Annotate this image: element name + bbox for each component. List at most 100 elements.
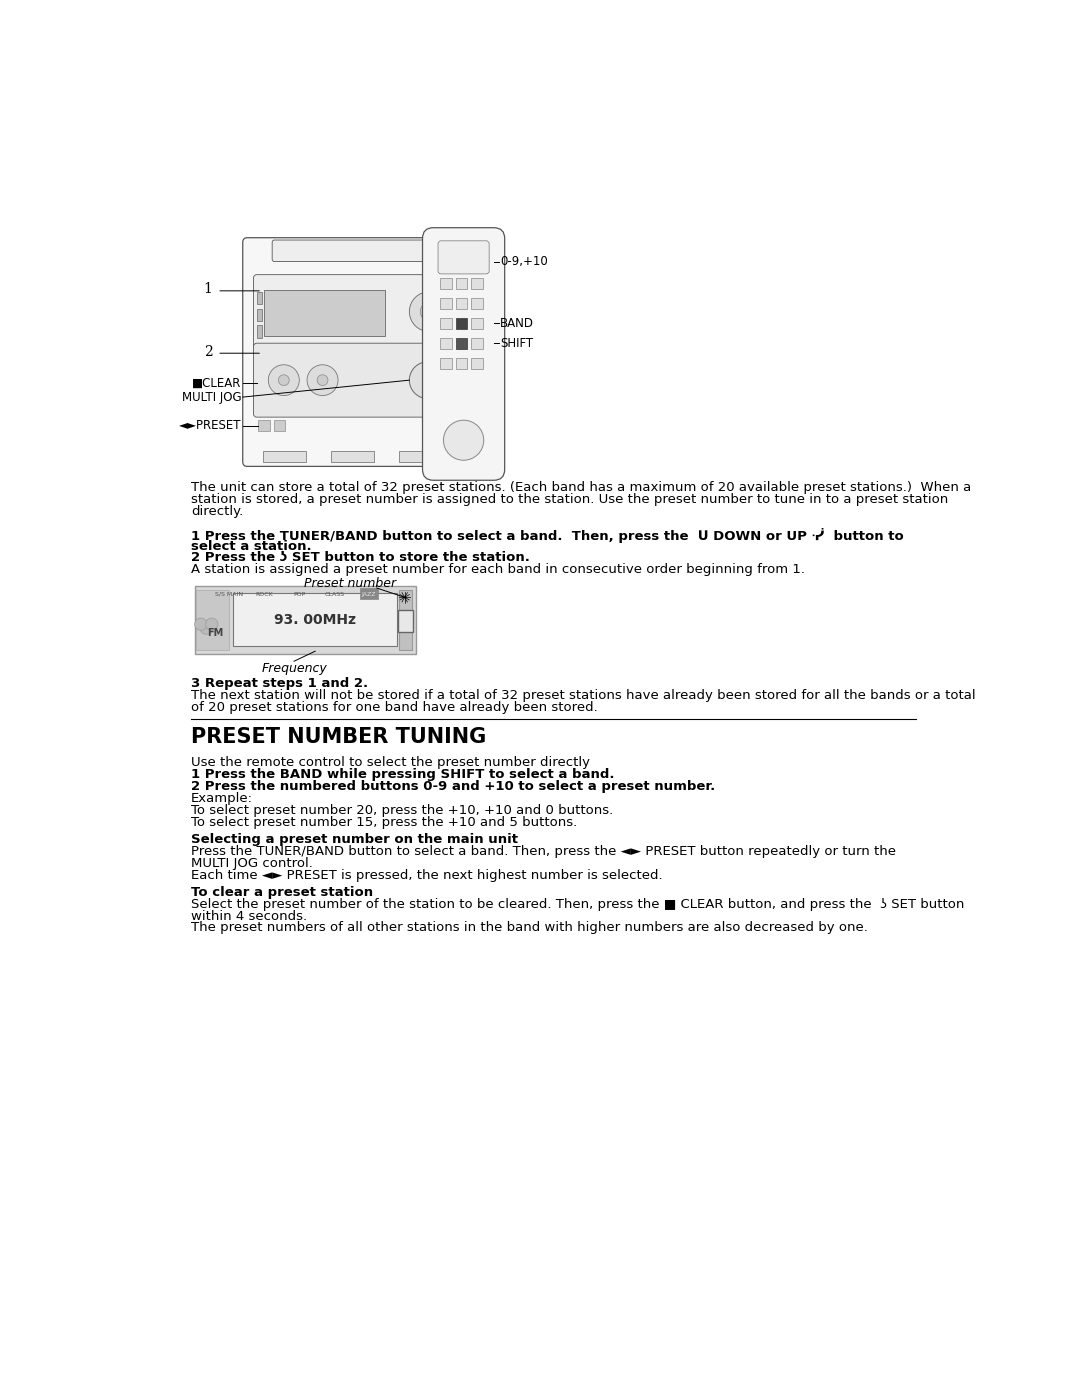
Text: 93. 00MHz: 93. 00MHz: [274, 613, 356, 627]
FancyBboxPatch shape: [272, 240, 435, 261]
Bar: [441, 278, 451, 289]
Bar: [257, 309, 262, 321]
Text: A station is assigned a preset number for each band in consecutive order beginni: A station is assigned a preset number fo…: [191, 563, 805, 577]
Bar: [441, 338, 451, 349]
Text: select a station.: select a station.: [191, 539, 311, 553]
Text: CLASS: CLASS: [324, 592, 345, 597]
Text: BAND: BAND: [500, 317, 534, 330]
Text: 3 Repeat steps 1 and 2.: 3 Repeat steps 1 and 2.: [191, 678, 368, 690]
Text: Selecting a preset number on the main unit: Selecting a preset number on the main un…: [191, 833, 517, 847]
Bar: [273, 420, 285, 432]
Circle shape: [205, 617, 218, 630]
Text: ◄►PRESET: ◄►PRESET: [178, 419, 241, 432]
Text: The next station will not be stored if a total of 32 preset stations have alread: The next station will not be stored if a…: [191, 689, 975, 703]
Circle shape: [318, 374, 328, 386]
Text: 1 Press the TUNER/BAND button to select a band.  Then, press the  ᑌ DOWN or UP ᓺ: 1 Press the TUNER/BAND button to select …: [191, 528, 904, 542]
Bar: [233, 594, 397, 645]
Bar: [297, 353, 314, 367]
Circle shape: [423, 376, 433, 384]
Bar: [276, 353, 294, 367]
Bar: [257, 326, 262, 338]
Bar: [456, 338, 468, 349]
Bar: [194, 585, 416, 654]
Text: of 20 preset stations for one band have already been stored.: of 20 preset stations for one band have …: [191, 701, 597, 714]
Circle shape: [307, 365, 338, 395]
FancyBboxPatch shape: [254, 344, 449, 418]
Text: MULTI JOG control.: MULTI JOG control.: [191, 856, 313, 870]
Text: To select preset number 15, press the +10 and 5 buttons.: To select preset number 15, press the +1…: [191, 816, 577, 828]
Text: Example:: Example:: [191, 792, 253, 805]
Text: To clear a preset station: To clear a preset station: [191, 886, 373, 898]
Circle shape: [200, 622, 213, 634]
Bar: [258, 420, 270, 432]
Text: The preset numbers of all other stations in the band with higher numbers are als: The preset numbers of all other stations…: [191, 922, 867, 935]
Text: 2: 2: [204, 345, 213, 359]
Text: Preset number: Preset number: [303, 577, 395, 591]
Text: JAZZ: JAZZ: [362, 592, 376, 597]
Bar: [471, 317, 483, 328]
Circle shape: [194, 617, 207, 630]
Bar: [399, 590, 413, 650]
Bar: [456, 278, 468, 289]
Text: To select preset number 20, press the +10, +10 and 0 buttons.: To select preset number 20, press the +1…: [191, 805, 613, 817]
Bar: [257, 353, 273, 367]
Bar: [441, 298, 451, 309]
FancyBboxPatch shape: [254, 275, 455, 349]
Text: 1: 1: [204, 282, 213, 296]
Bar: [257, 379, 266, 388]
Bar: [258, 393, 269, 404]
Circle shape: [444, 420, 484, 460]
Text: directly.: directly.: [191, 504, 243, 518]
Bar: [471, 338, 483, 349]
Bar: [318, 353, 334, 367]
Circle shape: [409, 362, 446, 398]
Text: Each time ◄► PRESET is pressed, the next highest number is selected.: Each time ◄► PRESET is pressed, the next…: [191, 869, 662, 882]
Bar: [262, 451, 306, 462]
Text: FM: FM: [206, 629, 222, 638]
Text: 0-9,+10: 0-9,+10: [500, 256, 548, 268]
Bar: [397, 610, 414, 631]
Circle shape: [279, 374, 289, 386]
Text: Select the preset number of the station to be cleared. Then, press the ■ CLEAR b: Select the preset number of the station …: [191, 898, 964, 911]
Text: within 4 seconds.: within 4 seconds.: [191, 909, 307, 922]
Bar: [441, 317, 451, 328]
Circle shape: [409, 292, 449, 331]
FancyBboxPatch shape: [422, 228, 504, 481]
Text: POP: POP: [293, 592, 306, 597]
Bar: [257, 292, 262, 305]
Bar: [265, 291, 386, 337]
Bar: [456, 298, 468, 309]
Text: 1 Press the BAND while pressing SHIFT to select a band.: 1 Press the BAND while pressing SHIFT to…: [191, 768, 615, 781]
Text: S/S MAIN: S/S MAIN: [216, 592, 244, 597]
Text: The unit can store a total of 32 preset stations. (Each band has a maximum of 20: The unit can store a total of 32 preset …: [191, 481, 971, 495]
Circle shape: [420, 302, 438, 321]
Bar: [258, 377, 269, 388]
Bar: [332, 451, 374, 462]
Text: 2 Press the numbered buttons 0-9 and +10 to select a preset number.: 2 Press the numbered buttons 0-9 and +10…: [191, 780, 715, 793]
Bar: [471, 358, 483, 369]
Bar: [471, 278, 483, 289]
Text: ROCK: ROCK: [256, 592, 273, 597]
Text: MULTI JOG: MULTI JOG: [181, 391, 241, 404]
Circle shape: [268, 365, 299, 395]
Bar: [441, 358, 451, 369]
Text: SHIFT: SHIFT: [500, 337, 534, 349]
Bar: [337, 353, 354, 367]
Bar: [360, 588, 378, 599]
Text: Use the remote control to select the preset number directly: Use the remote control to select the pre…: [191, 756, 590, 770]
Bar: [272, 393, 283, 404]
Text: Press the TUNER/BAND button to select a band. Then, press the ◄► PRESET button r: Press the TUNER/BAND button to select a …: [191, 845, 895, 858]
Text: PRESET NUMBER TUNING: PRESET NUMBER TUNING: [191, 726, 486, 747]
Bar: [197, 590, 229, 650]
FancyBboxPatch shape: [243, 237, 465, 467]
Bar: [400, 451, 442, 462]
Bar: [471, 298, 483, 309]
Text: 2 Press the ʖ SET button to store the station.: 2 Press the ʖ SET button to store the st…: [191, 552, 529, 564]
Bar: [456, 358, 468, 369]
FancyBboxPatch shape: [438, 240, 489, 274]
Bar: [272, 377, 283, 388]
Text: Frequency: Frequency: [261, 662, 327, 675]
Text: station is stored, a preset number is assigned to the station. Use the preset nu: station is stored, a preset number is as…: [191, 493, 948, 506]
Bar: [456, 317, 468, 328]
Text: JAZZ: JAZZ: [362, 592, 376, 597]
